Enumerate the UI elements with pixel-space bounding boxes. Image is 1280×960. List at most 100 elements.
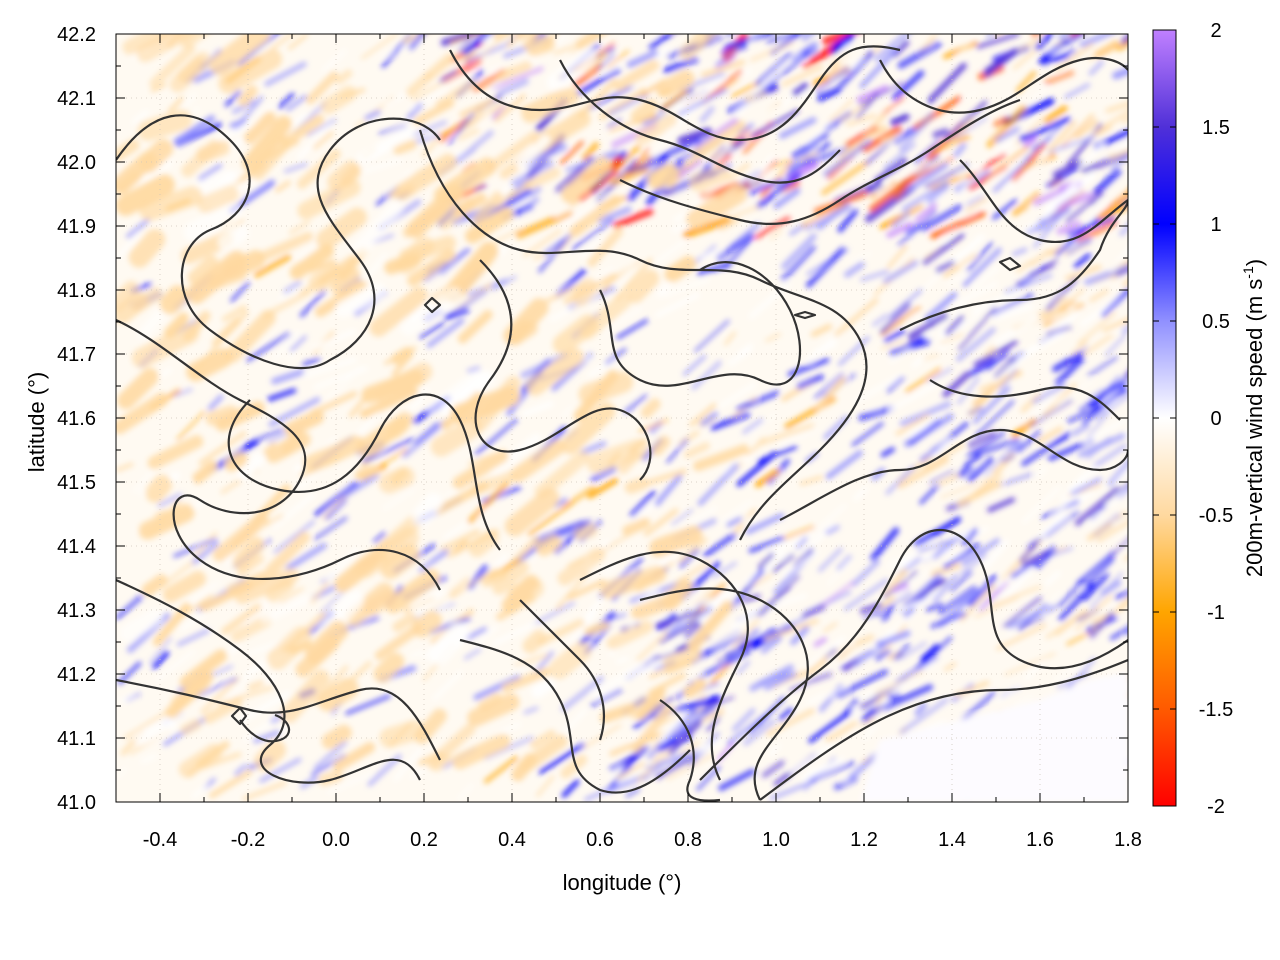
heatmap-streak [470, 471, 516, 495]
heatmap-streak [147, 434, 204, 470]
heatmap-streak [731, 618, 760, 650]
heatmap-streak [259, 757, 302, 783]
heatmap-streak [1004, 273, 1053, 294]
heatmap-streak [535, 534, 562, 557]
y-tick-label: 41.5 [57, 472, 96, 494]
heatmap-streak [176, 628, 210, 647]
heatmap-streak [932, 539, 957, 560]
heatmap-streak [1111, 538, 1128, 557]
heatmap-streak [781, 64, 824, 87]
heatmap-streak [798, 151, 818, 162]
colorbar-tick-label: 1.5 [1202, 117, 1230, 139]
heatmap-streak [1089, 611, 1114, 639]
heatmap-streak [637, 746, 674, 780]
heatmap-streak [296, 148, 341, 189]
heatmap-streak [565, 150, 618, 172]
heatmap-streak [962, 247, 1002, 288]
heatmap-streak [438, 124, 461, 137]
heatmap-streak [117, 661, 142, 685]
heatmap-streak [635, 686, 666, 721]
heatmap-streak [1022, 486, 1061, 524]
heatmap-streak [218, 48, 283, 94]
heatmap-streak [410, 587, 451, 619]
heatmap-streak [766, 534, 806, 557]
heatmap-streak [718, 217, 739, 231]
heatmap-streak [1086, 202, 1105, 222]
heatmap-streak [972, 386, 1011, 424]
heatmap-streak [935, 313, 982, 344]
heatmap-streak [710, 412, 750, 431]
heatmap-streak [515, 209, 573, 239]
heatmap-streak [1076, 219, 1118, 244]
heatmap-streak [682, 216, 732, 239]
heatmap-streak [177, 56, 205, 83]
heatmap-streak [174, 122, 222, 147]
heatmap-streak [880, 134, 896, 143]
heatmap-streak [1049, 45, 1065, 55]
heatmap-streak [1089, 571, 1124, 610]
heatmap-streak [230, 615, 272, 643]
heatmap-streak [472, 191, 503, 225]
heatmap-streak [995, 34, 999, 36]
y-tick-label: 41.7 [57, 344, 96, 366]
heatmap-streak [538, 742, 586, 774]
heatmap-streak [772, 553, 795, 573]
heatmap-streak [511, 753, 537, 782]
heatmap-streak [857, 717, 875, 728]
heatmap-streak [879, 203, 924, 230]
heatmap-streak [232, 536, 265, 571]
heatmap-streak [493, 227, 523, 244]
heatmap-streak [526, 153, 545, 170]
heatmap-streak [1052, 159, 1084, 179]
contour-line [559, 59, 841, 184]
heatmap-streak [886, 222, 914, 238]
heatmap-streak [748, 536, 785, 553]
heatmap-streak [1045, 166, 1078, 189]
heatmap-streak [1048, 135, 1096, 154]
x-tick-label: 0.4 [498, 829, 526, 851]
heatmap-streak [298, 242, 325, 261]
heatmap-streak [700, 411, 719, 426]
heatmap-streak [179, 649, 228, 689]
heatmap-streak [787, 139, 820, 172]
heatmap-streak [1071, 340, 1088, 356]
heatmap-streak [648, 34, 672, 50]
heatmap-streak [491, 275, 517, 291]
heatmap-streak [896, 623, 907, 636]
heatmap-streak [409, 89, 448, 110]
heatmap-streak [678, 88, 728, 116]
heatmap-streak [699, 105, 715, 123]
heatmap-streak [859, 602, 883, 614]
heatmap-streak [575, 34, 605, 49]
heatmap-streak [384, 569, 441, 614]
heatmap-streak [1114, 470, 1128, 484]
heatmap-streak [838, 336, 870, 366]
heatmap-streak [795, 536, 808, 550]
heatmap-streak [483, 736, 534, 760]
heatmap-streak [908, 418, 941, 446]
heatmap-streak [495, 188, 532, 213]
heatmap-streak [522, 629, 547, 654]
heatmap-streak [231, 99, 256, 115]
heatmap-streak [320, 85, 357, 114]
heatmap-streak [1012, 247, 1028, 257]
heatmap-streak [742, 452, 757, 463]
heatmap-streak [1015, 260, 1033, 273]
heatmap-streak [1088, 40, 1116, 61]
heatmap-streak [1085, 557, 1115, 587]
heatmap-streak [773, 187, 801, 209]
heatmap-streak [388, 169, 414, 193]
heatmap-streak [506, 34, 524, 48]
heatmap-streak [262, 289, 312, 319]
heatmap-streak [927, 62, 967, 104]
heatmap-streak [388, 184, 415, 199]
heatmap-streak [1107, 458, 1128, 487]
heatmap-streak [412, 492, 443, 527]
heatmap-streak [222, 554, 238, 565]
heatmap-streak [796, 374, 824, 390]
heatmap-streak [440, 391, 483, 430]
heatmap-streak [958, 464, 971, 478]
heatmap-streak [191, 784, 208, 799]
heatmap-streak [116, 232, 141, 259]
heatmap-streak [1015, 70, 1037, 93]
